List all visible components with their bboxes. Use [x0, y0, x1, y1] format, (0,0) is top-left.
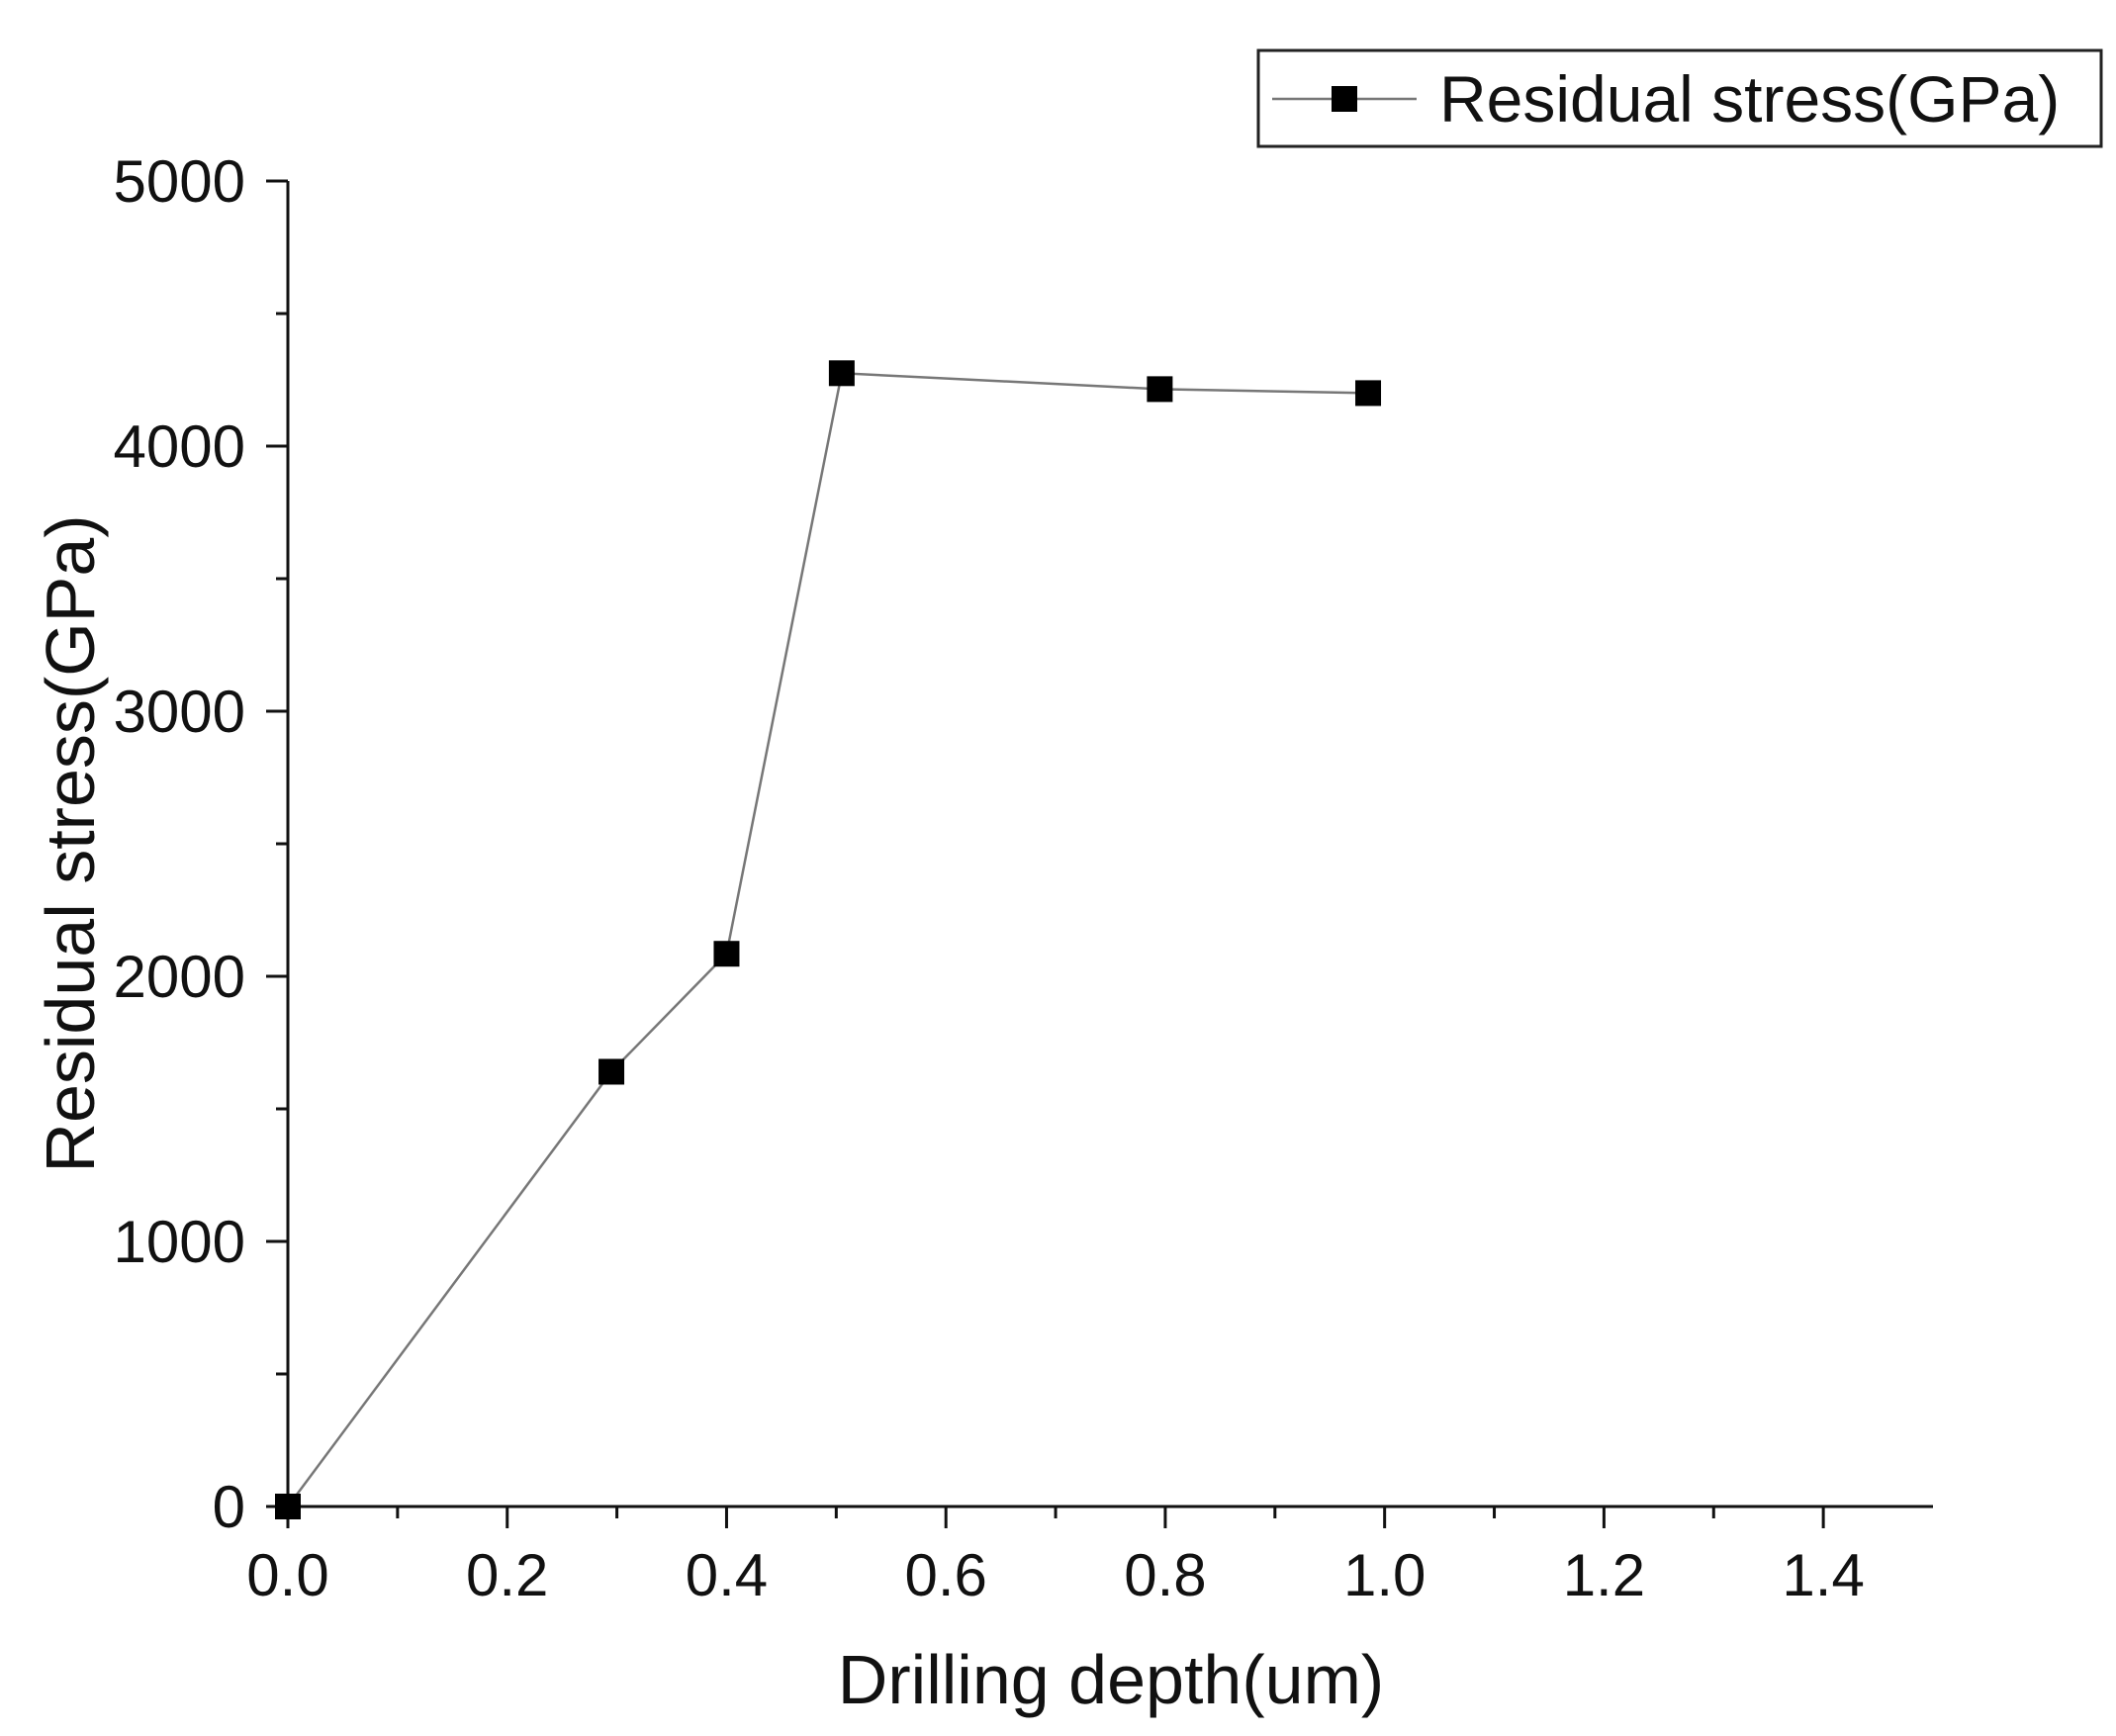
legend: Residual stress(GPa): [1256, 48, 2103, 148]
series-group: [275, 360, 1382, 1519]
legend-marker-square: [1332, 86, 1357, 112]
x-tick-label: 1.4: [1782, 1542, 1864, 1608]
data-point: [828, 360, 855, 387]
data-point: [1355, 380, 1382, 407]
y-tick-label: 3000: [114, 679, 245, 745]
x-tick-label: 0.8: [1124, 1542, 1206, 1608]
data-point: [598, 1058, 625, 1085]
y-tick-label: 5000: [114, 148, 245, 215]
y-tick-label: 4000: [114, 413, 245, 480]
x-tick-label: 1.0: [1343, 1542, 1426, 1608]
x-axis-title: Drilling depth(um): [838, 1641, 1384, 1718]
x-tick-label: 0.6: [904, 1542, 986, 1608]
y-axis-title: Residual stress(GPa): [32, 514, 109, 1172]
y-ticks: 0 1000 2000 3000 4000 5000: [114, 148, 288, 1540]
y-tick-label: 1000: [114, 1209, 245, 1275]
y-tick-label: 2000: [114, 944, 245, 1010]
series-line: [286, 371, 1369, 1508]
y-tick-label: 0: [213, 1474, 245, 1540]
data-point: [713, 941, 740, 967]
x-ticks: 0.0 0.2 0.4 0.6 0.8 1.0 1.2 1.4: [246, 1507, 1865, 1608]
x-tick-label: 0.0: [246, 1542, 328, 1608]
legend-label: Residual stress(GPa): [1439, 62, 2060, 136]
x-tick-label: 0.2: [466, 1542, 548, 1608]
data-point: [275, 1494, 301, 1519]
x-tick-label: 0.4: [686, 1542, 768, 1608]
data-point: [1147, 376, 1173, 403]
x-tick-label: 1.2: [1563, 1542, 1645, 1608]
